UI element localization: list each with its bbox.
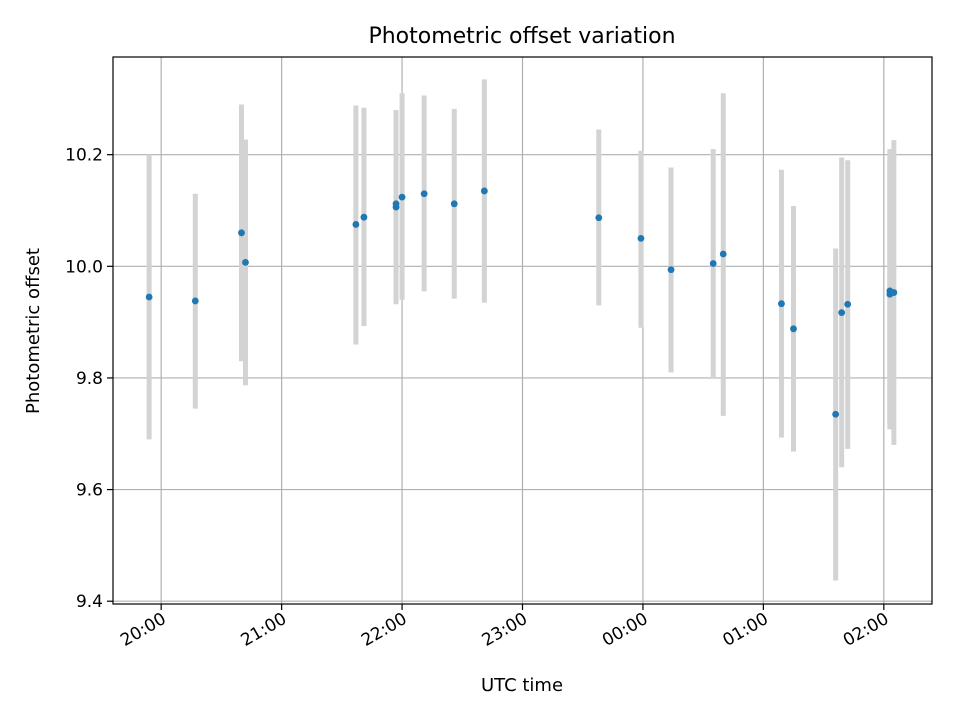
chart-title: Photometric offset variation <box>368 24 675 49</box>
data-point <box>145 293 153 301</box>
data-point <box>838 309 846 317</box>
data-point <box>595 214 603 222</box>
y-axis-label: Photometric offset <box>23 248 44 414</box>
data-point <box>709 260 717 267</box>
data-point <box>352 221 360 228</box>
data-point <box>890 289 898 296</box>
data-point <box>238 229 245 237</box>
data-point <box>450 200 458 208</box>
x-axis-label: UTC time <box>481 675 563 696</box>
data-point <box>191 297 199 305</box>
y-tick-label: 9.4 <box>76 592 103 612</box>
data-point <box>832 410 840 418</box>
data-point <box>242 259 249 266</box>
data-point <box>790 325 797 333</box>
y-tick-label: 10.0 <box>65 257 103 277</box>
data-point <box>778 300 785 308</box>
data-point <box>398 193 406 201</box>
data-point <box>667 266 675 274</box>
y-axis-ticks: 9.4 9.6 9.8 10.0 10.2 <box>65 146 113 612</box>
y-tick-label: 9.8 <box>76 369 103 389</box>
data-point <box>360 213 368 221</box>
data-point <box>637 235 645 242</box>
data-point <box>719 250 727 258</box>
data-point <box>480 187 488 195</box>
data-point <box>392 200 400 208</box>
data-point <box>420 190 428 198</box>
data-point <box>844 300 852 308</box>
y-tick-label: 9.6 <box>76 481 103 501</box>
data-points <box>145 187 898 418</box>
y-tick-label: 10.2 <box>65 146 103 166</box>
